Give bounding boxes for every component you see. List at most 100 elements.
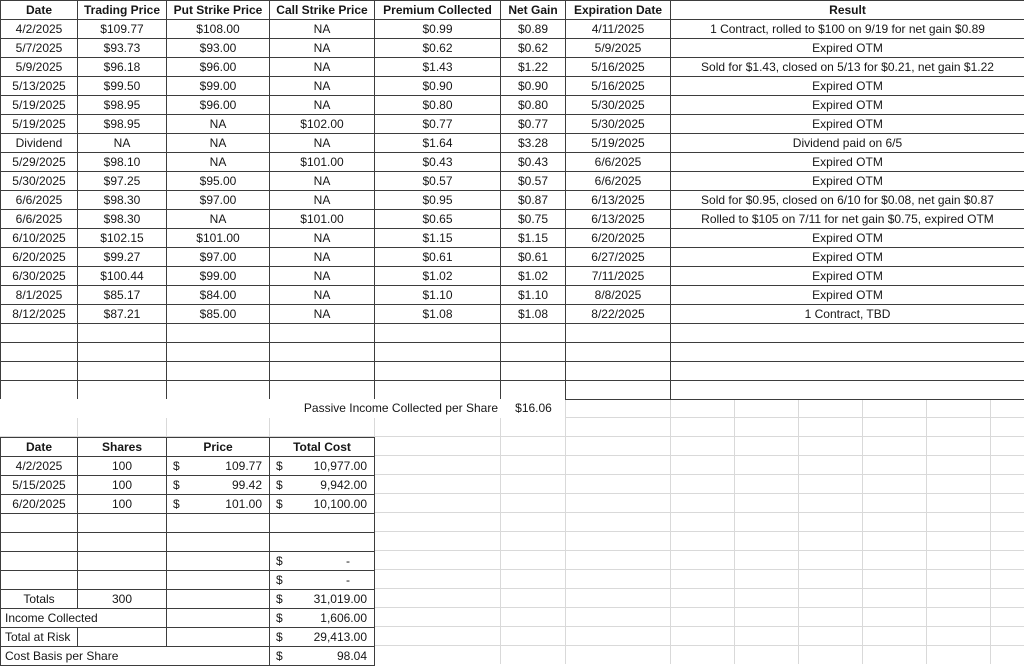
cell[interactable]: NA bbox=[167, 115, 270, 134]
cell[interactable]: 6/6/2025 bbox=[566, 172, 671, 191]
cell[interactable]: $99.00 bbox=[167, 267, 270, 286]
cell[interactable] bbox=[167, 324, 270, 343]
cell[interactable]: $0.90 bbox=[501, 77, 566, 96]
cell[interactable]: 5/9/2025 bbox=[1, 58, 78, 77]
cell[interactable]: $96.18 bbox=[78, 58, 167, 77]
cell[interactable] bbox=[270, 324, 375, 343]
cell[interactable]: $1.64 bbox=[375, 134, 501, 153]
column-header-cell[interactable]: Date bbox=[1, 438, 78, 457]
cell[interactable]: NA bbox=[270, 305, 375, 324]
cell[interactable]: Expired OTM bbox=[671, 286, 1024, 305]
cell[interactable] bbox=[78, 343, 167, 362]
cell[interactable]: $0.43 bbox=[501, 153, 566, 172]
cell[interactable]: $93.73 bbox=[78, 39, 167, 58]
cell[interactable] bbox=[1, 552, 78, 571]
cell[interactable]: 5/13/2025 bbox=[1, 77, 78, 96]
cell[interactable]: $1.43 bbox=[375, 58, 501, 77]
cell[interactable]: Expired OTM bbox=[671, 153, 1024, 172]
cell[interactable]: NA bbox=[270, 229, 375, 248]
cell[interactable]: Dividend bbox=[1, 134, 78, 153]
cell[interactable]: $101.00 bbox=[167, 495, 270, 514]
cell[interactable]: 8/1/2025 bbox=[1, 286, 78, 305]
cell[interactable]: $1.22 bbox=[501, 58, 566, 77]
cell[interactable]: $1.02 bbox=[501, 267, 566, 286]
cell[interactable]: 300 bbox=[78, 590, 167, 609]
cell[interactable] bbox=[167, 552, 270, 571]
cell[interactable] bbox=[167, 571, 270, 590]
cell[interactable]: 1 Contract, TBD bbox=[671, 305, 1024, 324]
cell[interactable]: NA bbox=[270, 172, 375, 191]
cell[interactable]: NA bbox=[167, 153, 270, 172]
cell[interactable]: Dividend paid on 6/5 bbox=[671, 134, 1024, 153]
cell[interactable]: $84.00 bbox=[167, 286, 270, 305]
cell[interactable] bbox=[671, 381, 1024, 400]
cell[interactable]: $102.00 bbox=[270, 115, 375, 134]
column-header-cell[interactable]: Put Strike Price bbox=[167, 1, 270, 20]
cell[interactable]: 1 Contract, rolled to $100 on 9/19 for n… bbox=[671, 20, 1024, 39]
column-header-cell[interactable]: Result bbox=[671, 1, 1024, 20]
cell[interactable]: 8/22/2025 bbox=[566, 305, 671, 324]
cell[interactable] bbox=[270, 381, 375, 400]
cell[interactable]: $87.21 bbox=[78, 305, 167, 324]
cell[interactable]: $- bbox=[270, 571, 375, 590]
cell[interactable] bbox=[1, 514, 78, 533]
cell[interactable]: $109.77 bbox=[167, 457, 270, 476]
cell[interactable]: 7/11/2025 bbox=[566, 267, 671, 286]
cell[interactable]: $1.10 bbox=[375, 286, 501, 305]
cell[interactable] bbox=[501, 381, 566, 400]
cell[interactable] bbox=[375, 343, 501, 362]
cell[interactable]: $1.15 bbox=[375, 229, 501, 248]
column-header-cell[interactable]: Call Strike Price bbox=[270, 1, 375, 20]
cell[interactable] bbox=[375, 362, 501, 381]
cell[interactable]: $99.50 bbox=[78, 77, 167, 96]
cell[interactable]: $0.80 bbox=[375, 96, 501, 115]
cell[interactable] bbox=[1, 533, 78, 552]
cell[interactable]: $1.15 bbox=[501, 229, 566, 248]
cell[interactable]: NA bbox=[270, 58, 375, 77]
cell[interactable] bbox=[1, 571, 78, 590]
cell[interactable] bbox=[375, 381, 501, 400]
cell[interactable] bbox=[1, 381, 78, 400]
cell[interactable]: $97.25 bbox=[78, 172, 167, 191]
cell[interactable] bbox=[78, 514, 167, 533]
cell[interactable]: NA bbox=[270, 77, 375, 96]
cell[interactable]: $99.42 bbox=[167, 476, 270, 495]
cell[interactable]: $98.95 bbox=[78, 96, 167, 115]
cell[interactable] bbox=[78, 571, 167, 590]
cell[interactable]: $10,100.00 bbox=[270, 495, 375, 514]
cell[interactable]: $99.00 bbox=[167, 77, 270, 96]
cell[interactable]: $0.99 bbox=[375, 20, 501, 39]
cell[interactable]: $1,606.00 bbox=[270, 609, 375, 628]
cell[interactable] bbox=[167, 362, 270, 381]
cell[interactable]: $102.15 bbox=[78, 229, 167, 248]
cell[interactable]: Rolled to $105 on 7/11 for net gain $0.7… bbox=[671, 210, 1024, 229]
cell[interactable]: 8/8/2025 bbox=[566, 286, 671, 305]
cell[interactable]: NA bbox=[270, 20, 375, 39]
cell[interactable] bbox=[78, 552, 167, 571]
column-header-cell[interactable]: Total Cost bbox=[270, 438, 375, 457]
cell[interactable]: $98.95 bbox=[78, 115, 167, 134]
cell[interactable]: 6/30/2025 bbox=[1, 267, 78, 286]
passive-income-value[interactable]: $16.06 bbox=[502, 399, 565, 418]
cell[interactable]: 5/15/2025 bbox=[1, 476, 78, 495]
cell[interactable]: $109.77 bbox=[78, 20, 167, 39]
cell[interactable]: $100.44 bbox=[78, 267, 167, 286]
column-header-cell[interactable]: Net Gain bbox=[501, 1, 566, 20]
cell[interactable]: NA bbox=[270, 248, 375, 267]
cell[interactable] bbox=[167, 514, 270, 533]
cell[interactable]: $95.00 bbox=[167, 172, 270, 191]
cell[interactable]: Expired OTM bbox=[671, 248, 1024, 267]
cell[interactable] bbox=[270, 533, 375, 552]
cell[interactable]: $0.95 bbox=[375, 191, 501, 210]
cell[interactable] bbox=[566, 324, 671, 343]
cell[interactable] bbox=[1, 343, 78, 362]
cell[interactable]: $0.57 bbox=[375, 172, 501, 191]
cell[interactable] bbox=[501, 362, 566, 381]
cell[interactable]: $97.00 bbox=[167, 191, 270, 210]
cell[interactable]: 5/19/2025 bbox=[1, 115, 78, 134]
cell[interactable]: Expired OTM bbox=[671, 96, 1024, 115]
cell[interactable]: Sold for $1.43, closed on 5/13 for $0.21… bbox=[671, 58, 1024, 77]
cell[interactable]: 5/19/2025 bbox=[566, 134, 671, 153]
cell[interactable]: $108.00 bbox=[167, 20, 270, 39]
cell[interactable]: $1.08 bbox=[501, 305, 566, 324]
